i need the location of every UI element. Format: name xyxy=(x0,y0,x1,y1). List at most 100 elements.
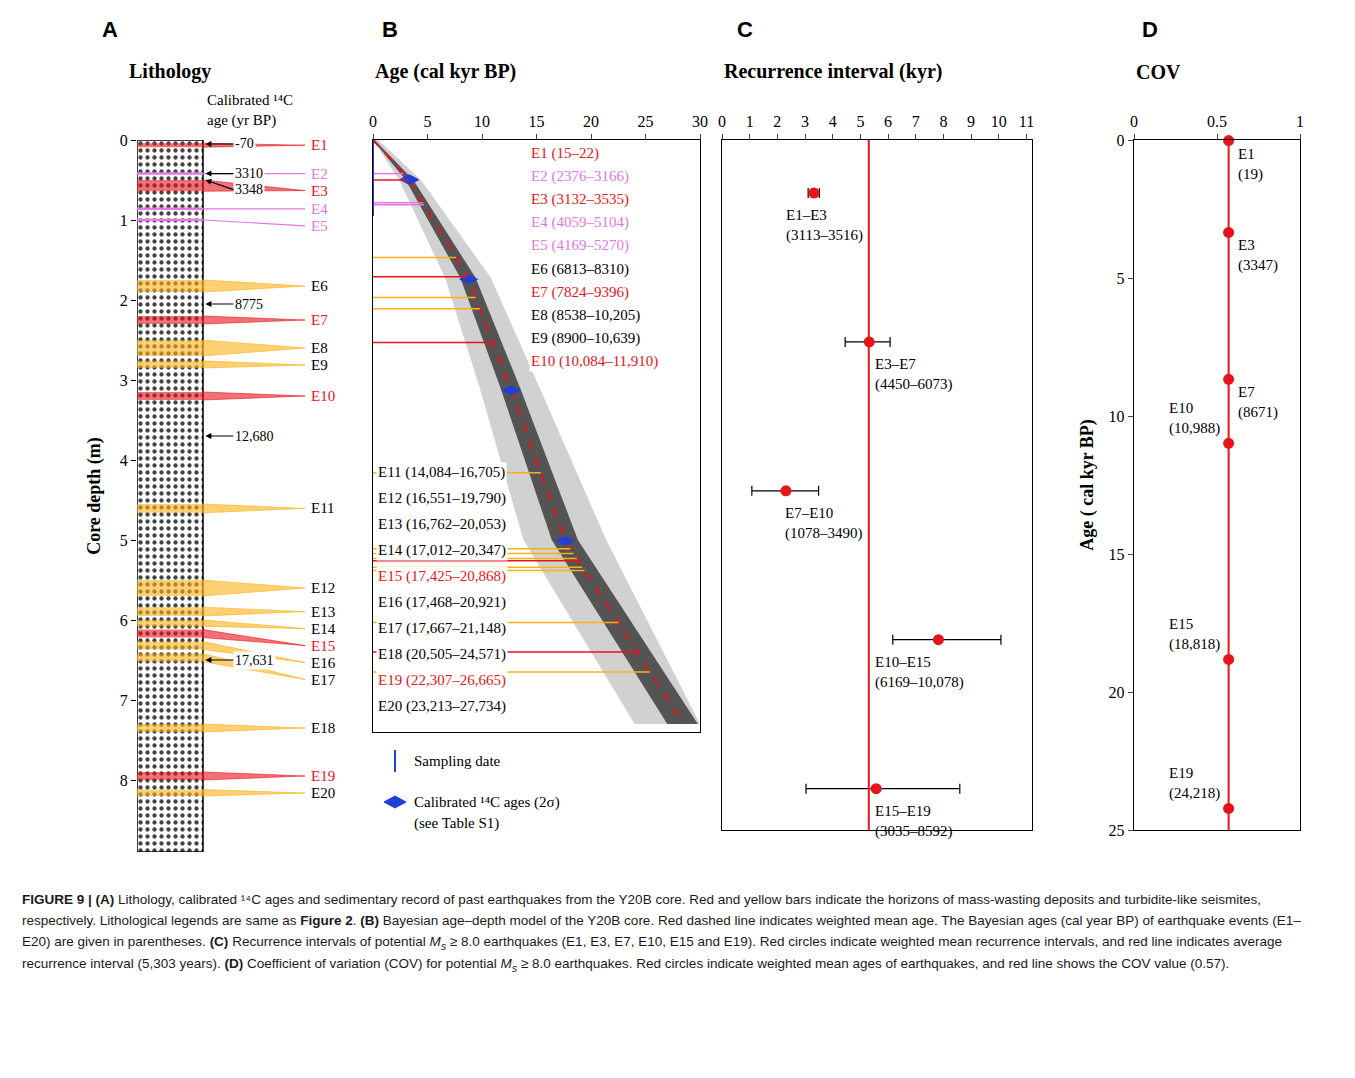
svg-text:E3 (3132–3535): E3 (3132–3535) xyxy=(531,191,629,208)
svg-text:3310: 3310 xyxy=(235,166,263,181)
svg-text:E6: E6 xyxy=(311,278,328,294)
svg-text:C: C xyxy=(737,17,753,42)
svg-text:15: 15 xyxy=(1109,546,1125,563)
svg-text:E7(8671): E7(8671) xyxy=(1238,384,1278,421)
svg-text:Age ( cal kyr BP): Age ( cal kyr BP) xyxy=(1077,419,1098,551)
svg-text:Calibrated ¹⁴Cage (yr BP): Calibrated ¹⁴Cage (yr BP) xyxy=(207,92,293,129)
svg-text:E19(24,218): E19(24,218) xyxy=(1169,765,1220,802)
svg-text:2: 2 xyxy=(773,113,781,130)
svg-text:E19: E19 xyxy=(311,768,335,784)
svg-text:E20 (23,213–27,734): E20 (23,213–27,734) xyxy=(378,698,506,715)
svg-text:5: 5 xyxy=(1117,270,1125,287)
svg-text:B: B xyxy=(382,17,398,42)
svg-text:10: 10 xyxy=(474,113,490,130)
svg-text:Calibrated ¹⁴C ages (2σ): Calibrated ¹⁴C ages (2σ) xyxy=(414,794,560,811)
svg-text:E18: E18 xyxy=(311,720,335,736)
svg-text:7: 7 xyxy=(120,692,128,709)
svg-text:5: 5 xyxy=(856,113,864,130)
svg-text:A: A xyxy=(102,17,118,42)
svg-text:(see Table S1): (see Table S1) xyxy=(414,815,499,832)
svg-text:E17 (17,667–21,148): E17 (17,667–21,148) xyxy=(378,620,506,637)
svg-text:E18 (20,505–24,571): E18 (20,505–24,571) xyxy=(378,646,506,663)
svg-text:0: 0 xyxy=(1117,132,1125,149)
svg-text:Age (cal kyr BP): Age (cal kyr BP) xyxy=(375,60,516,83)
svg-text:E5: E5 xyxy=(311,218,328,234)
svg-text:E7 (7824–9396): E7 (7824–9396) xyxy=(531,284,629,301)
svg-text:Core depth (m): Core depth (m) xyxy=(84,437,105,555)
svg-text:E1: E1 xyxy=(311,137,328,153)
svg-text:9: 9 xyxy=(967,113,975,130)
svg-text:30: 30 xyxy=(692,113,708,130)
svg-text:E8 (8538–10,205): E8 (8538–10,205) xyxy=(531,307,640,324)
svg-text:20: 20 xyxy=(583,113,599,130)
svg-text:8: 8 xyxy=(120,772,128,789)
svg-text:5: 5 xyxy=(424,113,432,130)
svg-text:17,631: 17,631 xyxy=(235,653,274,668)
svg-text:E14 (17,012–20,347): E14 (17,012–20,347) xyxy=(378,542,506,559)
svg-text:E7: E7 xyxy=(311,312,328,328)
svg-text:E3(3347): E3(3347) xyxy=(1238,237,1278,274)
svg-text:12,680: 12,680 xyxy=(235,429,274,444)
svg-text:E3–E7(4450–6073): E3–E7(4450–6073) xyxy=(875,356,953,393)
svg-text:Sampling date: Sampling date xyxy=(414,753,501,769)
svg-text:6: 6 xyxy=(884,113,892,130)
svg-text:E15 (17,425–20,868): E15 (17,425–20,868) xyxy=(378,568,506,585)
svg-text:0: 0 xyxy=(1130,113,1138,130)
svg-text:E15–E19(3035–8592): E15–E19(3035–8592) xyxy=(875,803,953,840)
svg-text:3: 3 xyxy=(120,372,128,389)
svg-text:25: 25 xyxy=(1109,822,1125,839)
svg-text:E1 (15–22): E1 (15–22) xyxy=(531,145,599,162)
svg-text:E10 (10,084–11,910): E10 (10,084–11,910) xyxy=(531,353,658,370)
svg-text:E16: E16 xyxy=(311,655,336,671)
svg-text:0.5: 0.5 xyxy=(1207,113,1227,130)
svg-text:E12: E12 xyxy=(311,580,335,596)
svg-text:E9 (8900–10,639): E9 (8900–10,639) xyxy=(531,330,640,347)
svg-text:E4: E4 xyxy=(311,201,328,217)
svg-text:E15(18,818): E15(18,818) xyxy=(1169,616,1220,653)
svg-text:7: 7 xyxy=(912,113,920,130)
svg-text:E7–E10(1078–3490): E7–E10(1078–3490) xyxy=(785,505,863,542)
svg-text:10: 10 xyxy=(1109,408,1125,425)
svg-text:E8: E8 xyxy=(311,340,328,356)
svg-text:E12 (16,551–19,790): E12 (16,551–19,790) xyxy=(378,490,506,507)
svg-text:8: 8 xyxy=(939,113,947,130)
svg-text:11: 11 xyxy=(1019,113,1034,130)
svg-text:1: 1 xyxy=(1296,113,1304,130)
svg-text:E17: E17 xyxy=(311,672,336,688)
svg-text:6: 6 xyxy=(120,612,128,629)
svg-text:25: 25 xyxy=(638,113,654,130)
svg-text:E3: E3 xyxy=(311,183,328,199)
svg-text:8775: 8775 xyxy=(235,297,263,312)
svg-text:-70: -70 xyxy=(235,136,254,151)
svg-text:15: 15 xyxy=(529,113,545,130)
svg-text:4: 4 xyxy=(829,113,837,130)
svg-text:E10: E10 xyxy=(311,388,335,404)
svg-text:Recurrence interval (kyr): Recurrence interval (kyr) xyxy=(724,60,942,83)
svg-text:E1(19): E1(19) xyxy=(1238,146,1263,183)
svg-text:0: 0 xyxy=(718,113,726,130)
svg-text:E10(10,988): E10(10,988) xyxy=(1169,400,1220,437)
svg-text:E2: E2 xyxy=(311,166,328,182)
svg-text:20: 20 xyxy=(1109,684,1125,701)
svg-text:3: 3 xyxy=(801,113,809,130)
svg-text:E13 (16,762–20,053): E13 (16,762–20,053) xyxy=(378,516,506,533)
svg-text:4: 4 xyxy=(120,452,128,469)
svg-text:0: 0 xyxy=(120,132,128,149)
svg-text:D: D xyxy=(1142,17,1158,42)
svg-text:COV: COV xyxy=(1136,61,1181,83)
svg-text:0: 0 xyxy=(369,113,377,130)
svg-text:E11 (14,084–16,705): E11 (14,084–16,705) xyxy=(378,464,505,481)
svg-text:10: 10 xyxy=(991,113,1007,130)
svg-text:Lithology: Lithology xyxy=(129,60,211,83)
svg-text:E15: E15 xyxy=(311,638,335,654)
svg-text:E6 (6813–8310): E6 (6813–8310) xyxy=(531,261,629,278)
svg-text:E16 (17,468–20,921): E16 (17,468–20,921) xyxy=(378,594,506,611)
svg-text:E9: E9 xyxy=(311,357,328,373)
svg-text:E5 (4169–5270): E5 (4169–5270) xyxy=(531,237,629,254)
svg-text:2: 2 xyxy=(120,292,128,309)
svg-text:E20: E20 xyxy=(311,785,335,801)
svg-text:E13: E13 xyxy=(311,604,335,620)
svg-text:1: 1 xyxy=(746,113,754,130)
svg-text:E1–E3(3113–3516): E1–E3(3113–3516) xyxy=(786,207,863,244)
svg-text:E11: E11 xyxy=(311,500,335,516)
